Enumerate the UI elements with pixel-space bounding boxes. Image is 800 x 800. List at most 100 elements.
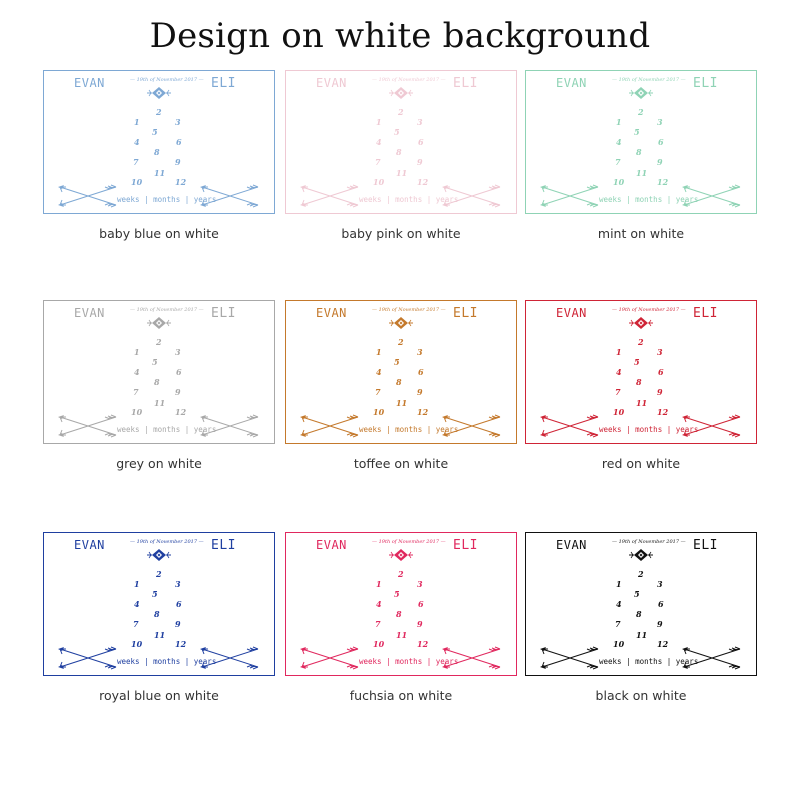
crossed-arrows-left-icon: [300, 414, 359, 438]
design-swatch: EVAN ELI — 19th of November 2017 —1 2 3 4 5 6 7 8…: [525, 300, 757, 471]
crossed-arrows-left-icon: [540, 414, 599, 438]
milestone-number: 10: [613, 407, 625, 417]
milestone-number: 12: [417, 639, 429, 649]
milestone-number: 7: [615, 157, 621, 167]
color-caption: baby pink on white: [341, 226, 461, 241]
color-caption: grey on white: [116, 456, 202, 471]
date-line: — 19th of November 2017 —: [130, 307, 204, 313]
milestone-number: 7: [375, 157, 381, 167]
design-card: EVAN ELI — 19th of November 2017 —1 2 3 4 5 6 7 8…: [43, 532, 275, 676]
crossed-arrows-left-icon: [540, 184, 599, 208]
crossed-arrows-left-icon: [58, 184, 117, 208]
milestone-number: 8: [154, 609, 160, 619]
milestone-number: 12: [175, 177, 187, 187]
timeline-label: weeks | months | years: [599, 425, 699, 434]
milestone-number: 4: [376, 599, 382, 609]
crossed-arrows-right-icon: [682, 414, 741, 438]
crossed-arrows-left-icon: [300, 646, 359, 670]
design-card: EVAN ELI — 19th of November 2017 —1 2 3 4 5 6 7 8…: [43, 300, 275, 444]
milestone-number: 5: [634, 127, 640, 137]
design-card: EVAN ELI — 19th of November 2017 —1 2 3 4 5 6 7 8…: [285, 300, 517, 444]
timeline-label: weeks | months | years: [599, 657, 699, 666]
milestone-number: 12: [657, 639, 669, 649]
milestone-number: 12: [417, 177, 429, 187]
milestone-number: 11: [636, 168, 648, 178]
milestone-number: 5: [394, 589, 400, 599]
name-right: ELI: [453, 538, 478, 553]
name-right: ELI: [693, 538, 718, 553]
milestone-number: 10: [613, 177, 625, 187]
crossed-arrows-right-icon: [682, 184, 741, 208]
name-right: ELI: [211, 76, 236, 91]
design-card: EVAN ELI — 19th of November 2017 —1 2 3 4 5 6 7 8…: [525, 300, 757, 444]
crossed-arrows-left-icon: [58, 646, 117, 670]
milestone-number: 7: [615, 387, 621, 397]
milestone-number: 10: [373, 177, 385, 187]
diamond-emblem-icon: [389, 549, 413, 561]
milestone-number: 9: [175, 387, 181, 397]
milestone-number: 5: [634, 357, 640, 367]
milestone-number: 11: [636, 630, 648, 640]
milestone-number: 5: [152, 127, 158, 137]
milestone-number: 2: [398, 337, 404, 347]
milestone-number: 9: [175, 157, 181, 167]
milestone-number: 3: [175, 347, 181, 357]
milestone-number: 8: [636, 609, 642, 619]
milestone-number: 5: [634, 589, 640, 599]
diamond-emblem-icon: [147, 549, 171, 561]
milestone-number: 6: [658, 367, 664, 377]
milestone-number: 6: [176, 599, 182, 609]
date-line: — 19th of November 2017 —: [130, 539, 204, 545]
milestone-number: 3: [417, 347, 423, 357]
milestone-number: 1: [616, 347, 622, 357]
diamond-emblem-icon: [629, 317, 653, 329]
milestone-number: 2: [398, 107, 404, 117]
diamond-emblem-icon: [629, 87, 653, 99]
milestone-number: 3: [417, 117, 423, 127]
date-line: — 19th of November 2017 —: [372, 307, 446, 313]
milestone-number: 2: [156, 569, 162, 579]
milestone-number: 7: [133, 157, 139, 167]
design-swatch: EVAN ELI — 19th of November 2017 —1 2 3 4 5 6 7 8…: [43, 300, 275, 471]
milestone-number: 1: [376, 579, 382, 589]
milestone-number: 6: [176, 137, 182, 147]
milestone-number: 3: [657, 347, 663, 357]
name-left: EVAN: [74, 306, 105, 320]
name-left: EVAN: [316, 76, 347, 90]
milestone-number: 2: [638, 569, 644, 579]
milestone-number: 2: [638, 337, 644, 347]
name-left: EVAN: [316, 538, 347, 552]
milestone-number: 11: [396, 398, 408, 408]
name-right: ELI: [211, 306, 236, 321]
milestone-number: 10: [131, 407, 143, 417]
name-left: EVAN: [316, 306, 347, 320]
date-line: — 19th of November 2017 —: [130, 77, 204, 83]
milestone-number: 9: [417, 157, 423, 167]
milestone-number: 9: [657, 387, 663, 397]
milestone-number: 7: [375, 619, 381, 629]
milestone-number: 2: [398, 569, 404, 579]
date-line: — 19th of November 2017 —: [612, 77, 686, 83]
color-caption: fuchsia on white: [349, 688, 453, 703]
milestone-number: 12: [175, 407, 187, 417]
timeline-label: weeks | months | years: [359, 425, 459, 434]
milestone-number: 11: [396, 630, 408, 640]
crossed-arrows-left-icon: [58, 414, 117, 438]
milestone-number: 8: [396, 377, 402, 387]
milestone-number: 4: [616, 367, 622, 377]
milestone-number: 6: [176, 367, 182, 377]
milestone-number: 2: [638, 107, 644, 117]
milestone-number: 5: [394, 127, 400, 137]
crossed-arrows-right-icon: [200, 646, 259, 670]
milestone-number: 8: [154, 147, 160, 157]
diamond-emblem-icon: [629, 549, 653, 561]
milestone-number: 8: [396, 147, 402, 157]
design-swatch: EVAN ELI — 19th of November 2017 —1 2 3 4 5 6 7 8…: [285, 70, 517, 241]
design-swatch: EVAN ELI — 19th of November 2017 —1 2 3 4 5 6 7 8…: [285, 532, 517, 703]
diamond-emblem-icon: [147, 317, 171, 329]
milestone-number: 7: [133, 387, 139, 397]
milestone-number: 9: [417, 619, 423, 629]
design-swatch: EVAN ELI — 19th of November 2017 —1 2 3 4 5 6 7 8…: [525, 532, 757, 703]
milestone-number: 5: [394, 357, 400, 367]
